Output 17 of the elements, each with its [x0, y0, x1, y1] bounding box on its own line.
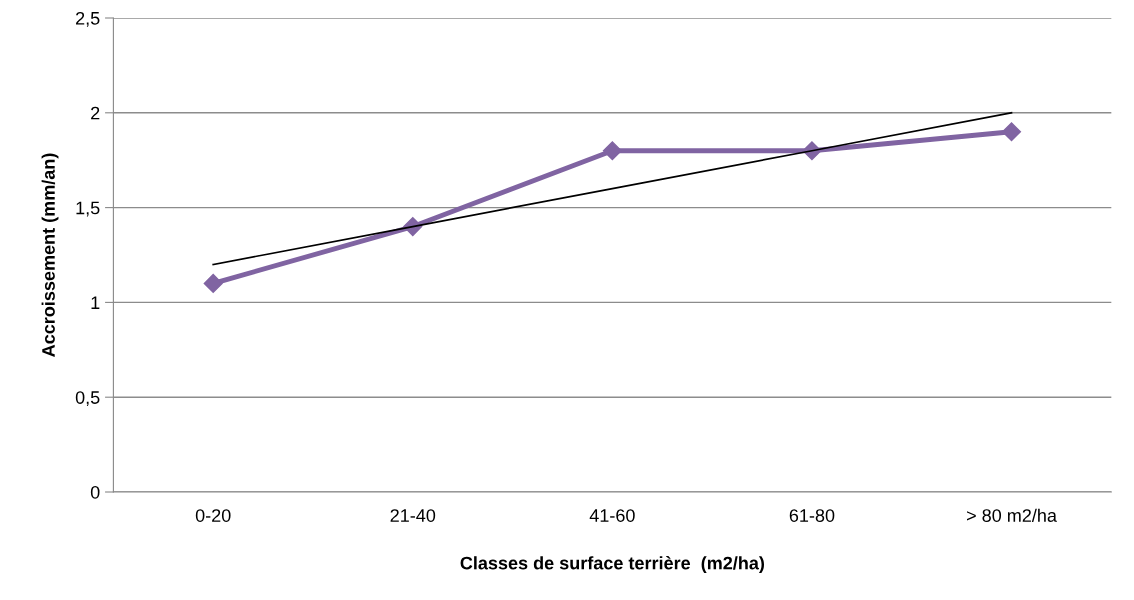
y-axis-title: Accroissement (mm/an)	[41, 153, 59, 357]
point	[602, 141, 622, 161]
line-series	[212, 111, 1013, 266]
x-tick-label: 61-80	[789, 509, 835, 522]
y-tick-label: 2,5	[76, 11, 100, 27]
y-tick-label: 0,5	[75, 391, 100, 407]
point	[203, 273, 223, 293]
x-tick-label: > 80 m2/ha	[967, 508, 1057, 522]
x-tick-label: 41-60	[589, 509, 635, 522]
x-tick-label: 0-20	[195, 509, 231, 522]
y-tick-label: 1,5	[76, 201, 100, 217]
x-tick-label: 21-40	[390, 509, 436, 522]
y-tick-label: 0	[90, 485, 100, 499]
y-tick-label: 2	[91, 106, 100, 120]
point	[1001, 122, 1022, 142]
x-axis-title: Classes de surface terrière (m2/ha)	[460, 556, 765, 574]
y-tick-label: 1	[91, 296, 100, 309]
